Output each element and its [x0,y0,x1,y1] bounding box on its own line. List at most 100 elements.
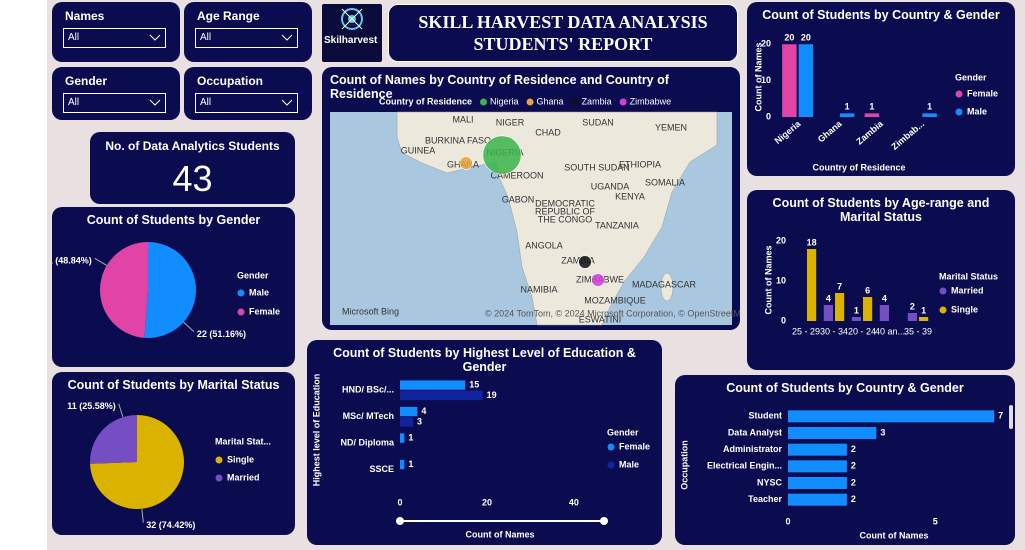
y-axis-title: Count of Names [763,245,773,314]
bar [782,44,797,117]
bar [788,443,847,456]
x-tick-label: Zimbab... [889,119,926,152]
legend-label: Female [967,88,998,98]
x-tick-label: 5 [933,516,938,526]
report-title: SKILL HARVEST DATA ANALYSIS STUDENTS' RE… [388,4,738,62]
slicer-value: All [200,32,212,43]
y-tick-label: NYSC [757,477,783,487]
y-tick-label: Electrical Engin... [707,461,782,471]
data-label: 1 [408,432,413,442]
data-label: 2 [910,301,915,311]
slicer-label: Names [65,9,105,23]
legend-title: Gender [237,270,269,280]
legend-swatch [480,98,488,106]
bar [788,427,877,439]
data-label: 1 [921,305,926,315]
bubble [482,135,522,175]
title-line: SKILL HARVEST DATA ANALYSIS [418,12,708,32]
bar [835,293,845,321]
slicer-dropdown[interactable]: All [195,93,298,113]
chevron [281,34,293,41]
pie-slice [99,242,148,338]
legend-title: Country of Residence [379,96,472,106]
y-tick-label: Student [749,411,783,421]
y-tick-label: 10 [776,275,786,285]
chart: 0 20 40 HND/ BSc/... 15 19 MSc/ MTech 43 ND/ Dip… [311,374,650,540]
bar [788,410,995,423]
x-tick-label: Zambia [854,118,885,147]
legend-label: Male [249,287,269,297]
bar [864,113,880,117]
chart: MALI NIGER CHAD SUDAN YEMEN BURKINA FASOGUINE… [330,96,740,326]
x-tick-label: 20 - 24 [848,326,876,336]
x-tick-label: 25 - 29 [792,326,820,336]
x-axis-title: Count of Names [859,530,928,540]
y-tick-label: 0 [766,111,771,121]
y-tick-label: 20 [776,235,786,245]
map-label: NIGER [496,117,525,127]
left-strip [0,0,47,550]
y-tick-label: SSCE [369,464,394,474]
legend-swatch [237,289,245,297]
chart-panel: Count of Students by Gender 22 (51.16%) 21… [52,207,295,367]
legend-swatch [939,287,947,295]
y-tick-label: Data Analyst [728,427,782,437]
x-tick-label: 20 [482,497,492,507]
bar [400,433,405,443]
legend-label: Female [619,441,650,451]
map-provider: Microsoft Bing [342,306,399,316]
bubble [459,156,473,170]
data-label: 1 [869,102,874,112]
chart-title: Count of Students by Marital Status [67,378,280,392]
legend-label: Single [951,304,978,314]
data-label: 6 [865,285,870,295]
x-tick-label: 40 [569,497,579,507]
data-label: 22 (51.16%) [197,329,246,339]
data-label: 19 [487,390,497,400]
bubble [591,273,605,287]
bar [807,249,817,321]
legend-label: Married [951,285,984,295]
slicer: Occupation All [184,67,312,120]
legend-label: Ghana [537,96,564,106]
slider-handle[interactable] [600,517,608,525]
y-tick-label: Administrator [723,444,783,454]
map-land [396,111,718,326]
slicer: Names All [52,2,180,62]
bar [907,313,917,321]
legend-swatch [215,474,223,482]
legend-title: Gender [955,72,987,82]
map-label: SUDAN [582,117,614,127]
slicer-dropdown[interactable]: All [195,28,298,48]
data-label: 18 [807,237,817,247]
legend-swatch [607,461,615,469]
scrollbar[interactable] [1009,405,1013,429]
leader-line [94,257,108,266]
data-label: 7 [837,281,842,291]
map-label: ZAMBIA [561,255,595,265]
map-land [660,272,674,302]
map-label: SOUTH SUDAN [564,162,630,172]
slicer-value: All [68,97,80,108]
legend-swatch [215,456,223,464]
data-label: 32 (74.42%) [146,520,195,530]
leader-line [141,508,144,523]
bar [788,493,847,506]
slider-handle[interactable] [396,517,404,525]
legend-swatch [237,308,245,316]
legend-label: Female [249,306,280,316]
map-label: UGANDA [591,181,630,191]
legend-label: Nigeria [490,96,519,106]
legend-swatch [939,306,947,314]
map-label: BURKINA FASO [425,135,491,145]
map-label: THE CONGO [538,214,593,224]
chart-title: Count of Students by Highest Level of Ed… [333,346,636,374]
legend-label: Single [227,454,254,464]
slicer-dropdown[interactable]: All [63,28,166,48]
slicer-label: Gender [65,74,108,88]
data-label: 1 [927,102,932,112]
slicer-dropdown[interactable]: All [63,93,166,113]
data-label: 1 [408,459,413,469]
chart: 32 (74.42%) 11 (25.58%) Marital Stat... Sin… [67,401,271,530]
map-label: NAMIBIA [520,284,557,294]
